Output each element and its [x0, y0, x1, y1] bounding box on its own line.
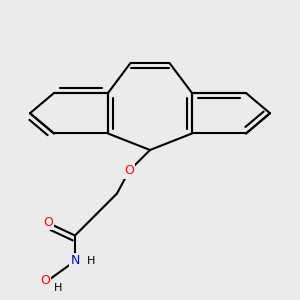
Text: N: N	[70, 254, 80, 268]
Text: H: H	[87, 256, 96, 266]
Text: O: O	[124, 164, 134, 178]
Text: O: O	[43, 215, 53, 229]
Text: O: O	[40, 274, 50, 287]
Text: H: H	[54, 283, 63, 293]
